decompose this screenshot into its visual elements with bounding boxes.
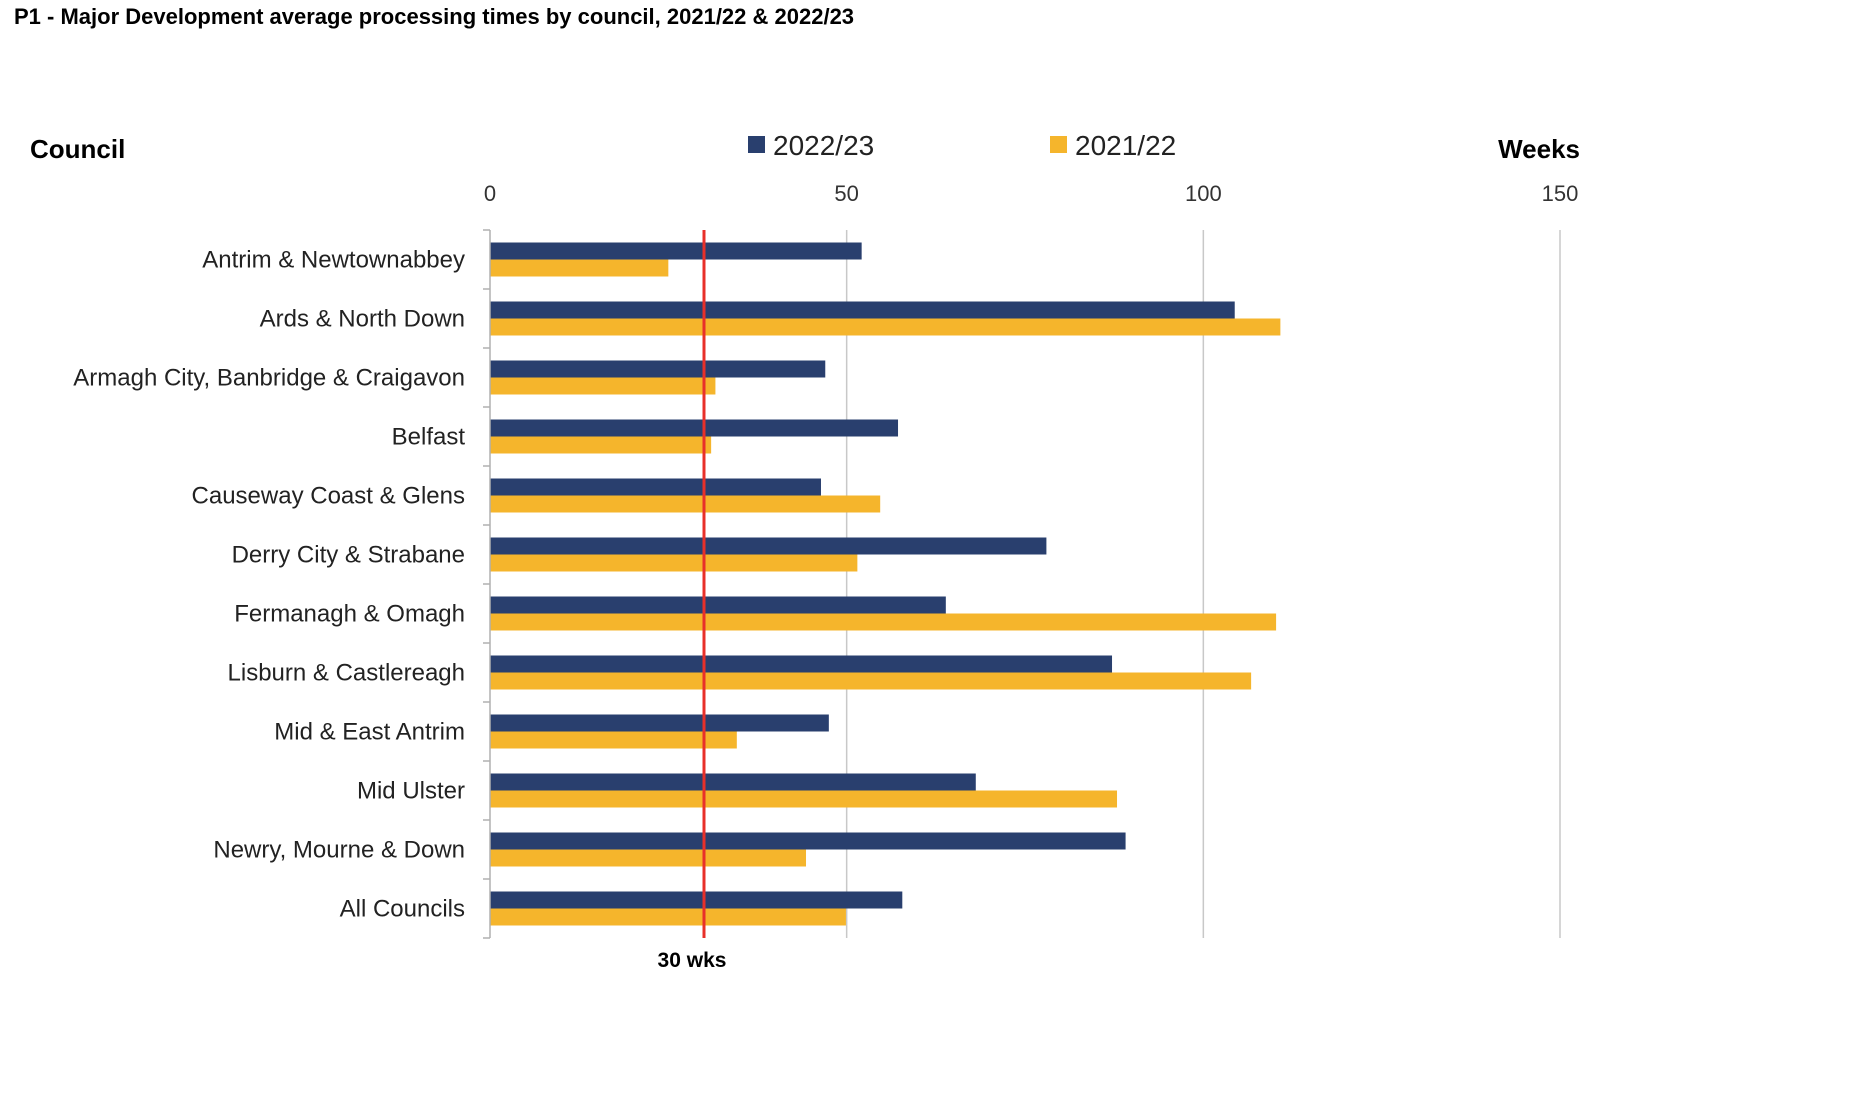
bar-2021-22 [490,790,1118,808]
bar-2021-22 [490,731,737,749]
bar-2022-23 [490,537,1047,555]
chart-title: P1 - Major Development average processin… [14,4,855,29]
reference-line-label: 30 wks [658,949,727,972]
x-tick-label: 100 [1185,181,1222,206]
bar-2022-23 [490,891,903,909]
category-label: Newry, Mourne & Down [213,837,465,864]
y-axis-title: Council [30,134,125,164]
labels: 0 50 100 150 Antrim & Newtownabbey Ards & Nor… [30,134,1580,923]
bar-2021-22 [490,908,846,926]
bar-2022-23 [490,596,946,614]
category-label: Derry City & Strabane [232,542,465,569]
category-label: Fermanagh & Omagh [234,601,465,628]
bar-2022-23 [490,655,1113,673]
legend-swatch [748,136,765,153]
legend-label: 2022/23 [773,130,874,161]
category-label: Belfast [392,424,466,451]
axes [483,229,491,939]
legend-label: 2021/22 [1075,130,1176,161]
bar-2021-22 [490,436,712,454]
bar-2021-22 [490,318,1281,336]
bar-2022-23 [490,832,1126,850]
reference-line-group: 30 wks [658,230,727,972]
bar-2022-23 [490,360,826,378]
category-label: Lisburn & Castlereagh [228,660,465,687]
bar-2022-23 [490,714,829,732]
x-tick-label: 0 [484,181,496,206]
category-label: All Councils [340,896,465,923]
bar-2022-23 [490,419,899,437]
category-label: Mid Ulster [357,778,465,805]
category-label: Causeway Coast & Glens [192,483,465,510]
bar-2021-22 [490,377,716,395]
gridlines [845,230,1561,938]
bar-2021-22 [490,495,881,513]
category-label: Armagh City, Banbridge & Craigavon [73,365,465,392]
category-label: Mid & East Antrim [274,719,465,746]
category-label: Ards & North Down [260,306,465,333]
bar-2021-22 [490,554,858,572]
bar-2022-23 [490,773,976,791]
bar-2022-23 [490,478,821,496]
bar-2021-22 [490,849,807,867]
x-tick-label: 150 [1542,181,1579,206]
bar-2021-22 [490,259,669,277]
x-tick-label: 50 [834,181,858,206]
bar-2022-23 [490,301,1235,319]
category-label: Antrim & Newtownabbey [202,247,465,274]
bars [490,242,1281,926]
bar-2021-22 [490,613,1277,631]
x-axis-title: Weeks [1498,134,1580,164]
bar-2022-23 [490,242,862,260]
legend-swatch [1050,136,1067,153]
legend: 2022/23 2021/22 [748,130,1176,161]
bar-2021-22 [490,672,1252,690]
